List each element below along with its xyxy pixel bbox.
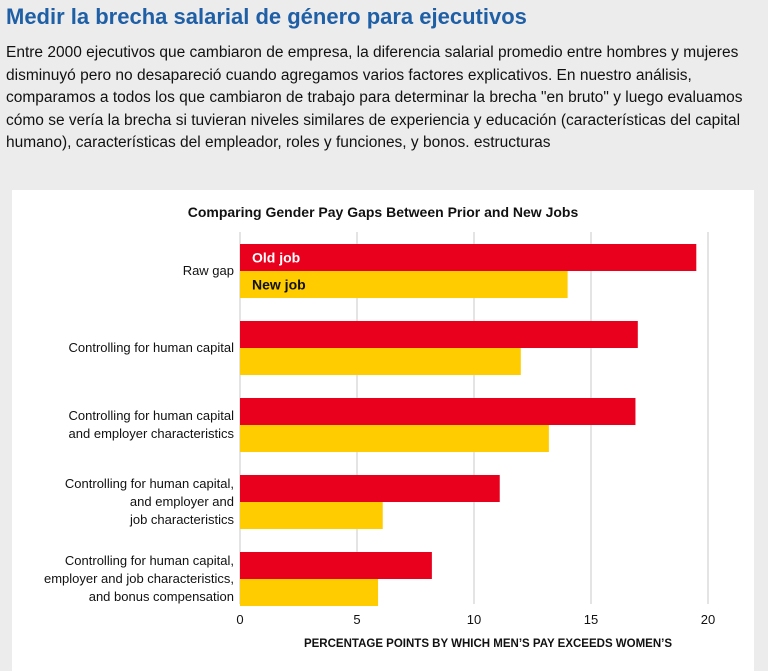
bar-old-job <box>240 475 500 502</box>
x-tick-label: 5 <box>353 612 360 627</box>
x-tick-label: 10 <box>467 612 481 627</box>
category-label-line: Controlling for human capital, <box>64 553 234 568</box>
x-tick-label: 20 <box>701 612 715 627</box>
category-label-line: Raw gap <box>182 263 234 278</box>
category-label-line: Controlling for human capital, <box>64 476 234 491</box>
bar-old-job <box>240 398 636 425</box>
intro-paragraph: Entre 2000 ejecutivos que cambiaron de e… <box>6 44 743 151</box>
bar-old-job <box>240 321 638 348</box>
category-label-line: and employer and <box>129 494 234 509</box>
category-label: Controlling for human capital, and employ… <box>12 475 234 529</box>
x-tick-label: 15 <box>584 612 598 627</box>
bar-old-job <box>240 244 697 271</box>
category-label: Controlling for human capital <box>12 339 234 357</box>
category-label-line: and bonus compensation <box>88 589 234 604</box>
article-header: Medir la brecha salarial de género para … <box>0 0 768 188</box>
page-title: Medir la brecha salarial de género para … <box>6 4 527 29</box>
bar-new-job <box>240 425 549 452</box>
category-label: Controlling for human capital and employe… <box>12 407 234 443</box>
legend-label-old-job: Old job <box>252 250 300 266</box>
category-label-line: employer and job characteristics, <box>43 571 234 586</box>
category-label: Raw gap <box>12 262 234 280</box>
x-tick-label: 0 <box>236 612 243 627</box>
chart-title: Comparing Gender Pay Gaps Between Prior … <box>187 204 579 220</box>
legend-label-new-job: New job <box>252 277 306 293</box>
bar-old-job <box>240 552 432 579</box>
bar-chart: 0 5 10 15 20 Old job New job <box>236 232 715 627</box>
bar-new-job <box>240 348 521 375</box>
category-label-line: Controlling for human capital <box>68 408 234 423</box>
bar-new-job <box>240 579 379 606</box>
chart-card: Comparing Gender Pay Gaps Between Prior … <box>12 190 754 671</box>
category-label: Controlling for human capital, employer a… <box>12 552 234 606</box>
category-label-line: job characteristics <box>129 512 234 527</box>
bar-new-job <box>240 271 568 298</box>
category-label-line: Controlling for human capital <box>68 340 234 355</box>
bar-new-job <box>240 502 383 529</box>
category-label-line: and employer characteristics <box>68 426 234 441</box>
x-axis-label: PERCENTAGE POINTS BY WHICH MEN’S PAY EXC… <box>303 638 673 650</box>
